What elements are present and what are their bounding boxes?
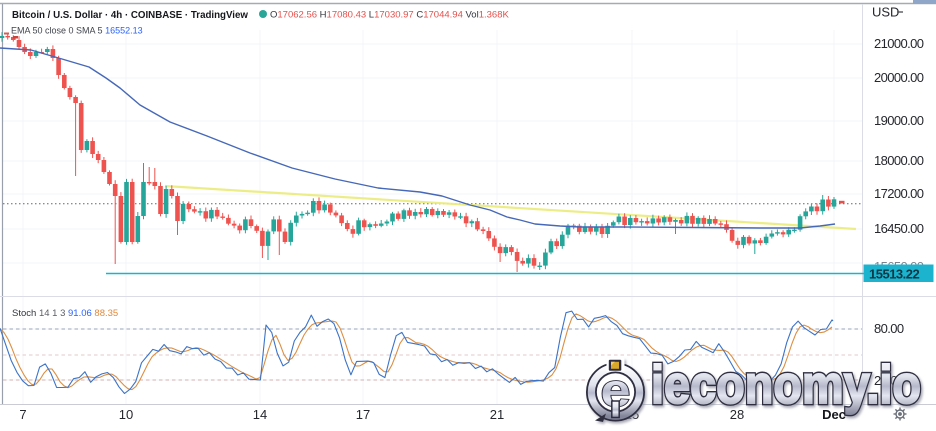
svg-text:16450.00: 16450.00 (874, 221, 924, 236)
svg-text:14: 14 (253, 407, 267, 422)
svg-text:18000.00: 18000.00 (874, 153, 924, 168)
svg-text:EMA 50 close 0 SMA 5 16552.13: EMA 50 close 0 SMA 5 16552.13 (11, 26, 143, 36)
svg-text:ieconomy.io: ieconomy.io (651, 355, 921, 415)
svg-text:20.00: 20.00 (874, 373, 904, 388)
svg-text:USD: USD (872, 5, 899, 20)
svg-text:ieconomy.io: ieconomy.io (651, 355, 921, 415)
svg-text:19000.00: 19000.00 (874, 113, 924, 128)
svg-text:O17062.56 H17080.43 L17030.97: O17062.56 H17080.43 L17030.97 C17044.94 … (270, 10, 509, 21)
svg-text:Stoch 14 1 3 91.06 88.35: Stoch 14 1 3 91.06 88.35 (12, 308, 118, 319)
svg-text:15513.22: 15513.22 (869, 267, 919, 282)
svg-text:17200.00: 17200.00 (874, 186, 924, 201)
svg-text:21: 21 (490, 407, 504, 422)
svg-text:7: 7 (19, 407, 26, 422)
svg-text:Bitcoin / U.S. Dollar · 4h · C: Bitcoin / U.S. Dollar · 4h · COINBASE · … (12, 9, 249, 21)
svg-text:80.00: 80.00 (874, 321, 904, 336)
svg-text:Dec: Dec (822, 407, 846, 422)
svg-text:28: 28 (730, 407, 744, 422)
svg-text:20000.00: 20000.00 (874, 70, 924, 85)
svg-text:17: 17 (356, 407, 370, 422)
svg-text:10: 10 (119, 407, 133, 422)
svg-text:21000.00: 21000.00 (874, 36, 924, 51)
